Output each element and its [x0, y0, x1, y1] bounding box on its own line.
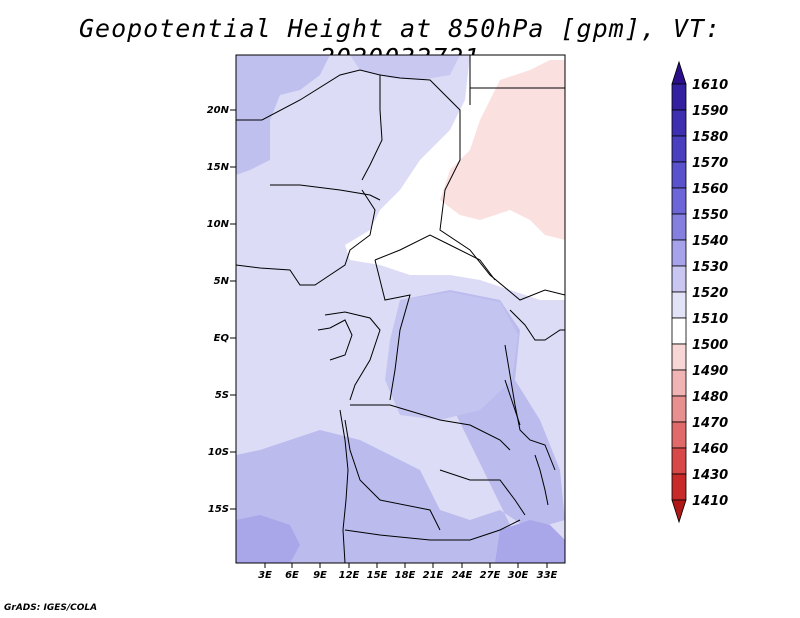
- contour-1540-north: [236, 55, 330, 175]
- coast-west: [235, 189, 376, 286]
- credit-label: GrADS: IGES/COLA: [4, 603, 98, 613]
- colorbar-segment: [671, 395, 687, 423]
- border-north-2: [379, 74, 566, 301]
- border-central-2: [374, 234, 496, 281]
- colorbar-segment: [671, 109, 687, 137]
- lon-label: 30E: [508, 570, 529, 581]
- colorbar-label: 1470: [692, 416, 728, 431]
- colorbar-segment: [671, 421, 687, 449]
- colorbar-label: 1460: [692, 442, 728, 457]
- border-south: [344, 519, 521, 541]
- map-frame: [235, 54, 566, 564]
- colorbar-label: 1560: [692, 182, 728, 197]
- colorbar-segment: [671, 291, 687, 319]
- colorbar-label: 1610: [692, 78, 728, 93]
- border-east-2: [504, 344, 556, 471]
- colorbar-segment: [671, 135, 687, 163]
- lon-label: 12E: [339, 570, 360, 581]
- border-angola: [344, 419, 441, 531]
- colorbar-label: 1500: [692, 338, 728, 353]
- lat-label: 15N: [207, 162, 230, 173]
- colorbar-top-arrow: [671, 60, 687, 85]
- lon-label: 9E: [313, 570, 327, 581]
- lat-label: 10S: [208, 447, 229, 458]
- lake-tanganyika: [504, 379, 521, 426]
- contour-1540-northeast: [350, 55, 460, 80]
- contour-1540-central: [385, 292, 518, 420]
- colorbar-segment: [671, 473, 687, 501]
- lon-label: 6E: [285, 570, 299, 581]
- lon-label: 27E: [480, 570, 501, 581]
- lon-label: 15E: [367, 570, 388, 581]
- border-east-1: [509, 309, 565, 341]
- lon-label: 18E: [395, 570, 416, 581]
- colorbar-segment: [671, 343, 687, 371]
- colorbar-segment: [671, 369, 687, 397]
- colorbar-segment: [671, 213, 687, 241]
- map-panel: [236, 55, 565, 563]
- border-central-1: [270, 184, 381, 201]
- colorbar-label: 1580: [692, 130, 728, 145]
- latitude-axis: 20N 15N 10N 5N EQ 5S 10S 15S: [207, 105, 236, 515]
- lat-label: 15S: [208, 504, 229, 515]
- coast-angola: [339, 409, 349, 564]
- colorbar: 1610 1590 1580 1570 1560 1550 1540 1530 1520 1510…: [671, 60, 728, 524]
- colorbar-segment: [671, 161, 687, 189]
- lon-label: 21E: [423, 570, 444, 581]
- lat-label: EQ: [214, 333, 230, 344]
- border-drc-south: [350, 404, 511, 451]
- colorbar-label: 1570: [692, 156, 728, 171]
- border-north-3: [469, 55, 565, 105]
- lake-malawi: [534, 454, 549, 506]
- lat-label: 20N: [207, 105, 230, 116]
- colorbar-segment: [671, 265, 687, 293]
- lat-label: 5S: [215, 390, 229, 401]
- border-north-1: [236, 69, 383, 181]
- colorbar-label: 1510: [692, 312, 728, 327]
- lon-label: 3E: [258, 570, 272, 581]
- colorbar-segment: [671, 447, 687, 475]
- border-central-3: [374, 259, 411, 401]
- border-gabon: [317, 319, 353, 361]
- colorbar-label: 1490: [692, 364, 728, 379]
- colorbar-label: 1520: [692, 286, 728, 301]
- lon-label: 33E: [537, 570, 558, 581]
- colorbar-segment: [671, 317, 687, 345]
- colorbar-label: 1530: [692, 260, 728, 275]
- longitude-axis: 3E 6E 9E 12E 15E 18E 21E 24E 27E 30E 33E: [258, 563, 558, 581]
- contour-1550-southeast: [495, 520, 565, 563]
- lon-label: 24E: [452, 570, 473, 581]
- colorbar-label: 1430: [692, 468, 728, 483]
- country-borders: [235, 55, 566, 564]
- contour-1550-southwest: [236, 515, 300, 563]
- contour-1500-east: [440, 60, 565, 240]
- colorbar-bottom-arrow: [671, 499, 687, 524]
- colorbar-label: 1480: [692, 390, 728, 405]
- colorbar-segment: [671, 239, 687, 267]
- colorbar-label: 1410: [692, 494, 728, 509]
- colorbar-label: 1590: [692, 104, 728, 119]
- colorbar-label: 1550: [692, 208, 728, 223]
- border-congo: [324, 311, 381, 401]
- colorbar-segment: [671, 187, 687, 215]
- colorbar-label: 1540: [692, 234, 728, 249]
- colorbar-segment: [671, 83, 687, 111]
- lat-label: 10N: [207, 219, 230, 230]
- border-zambia: [439, 469, 526, 516]
- lat-label: 5N: [214, 276, 230, 287]
